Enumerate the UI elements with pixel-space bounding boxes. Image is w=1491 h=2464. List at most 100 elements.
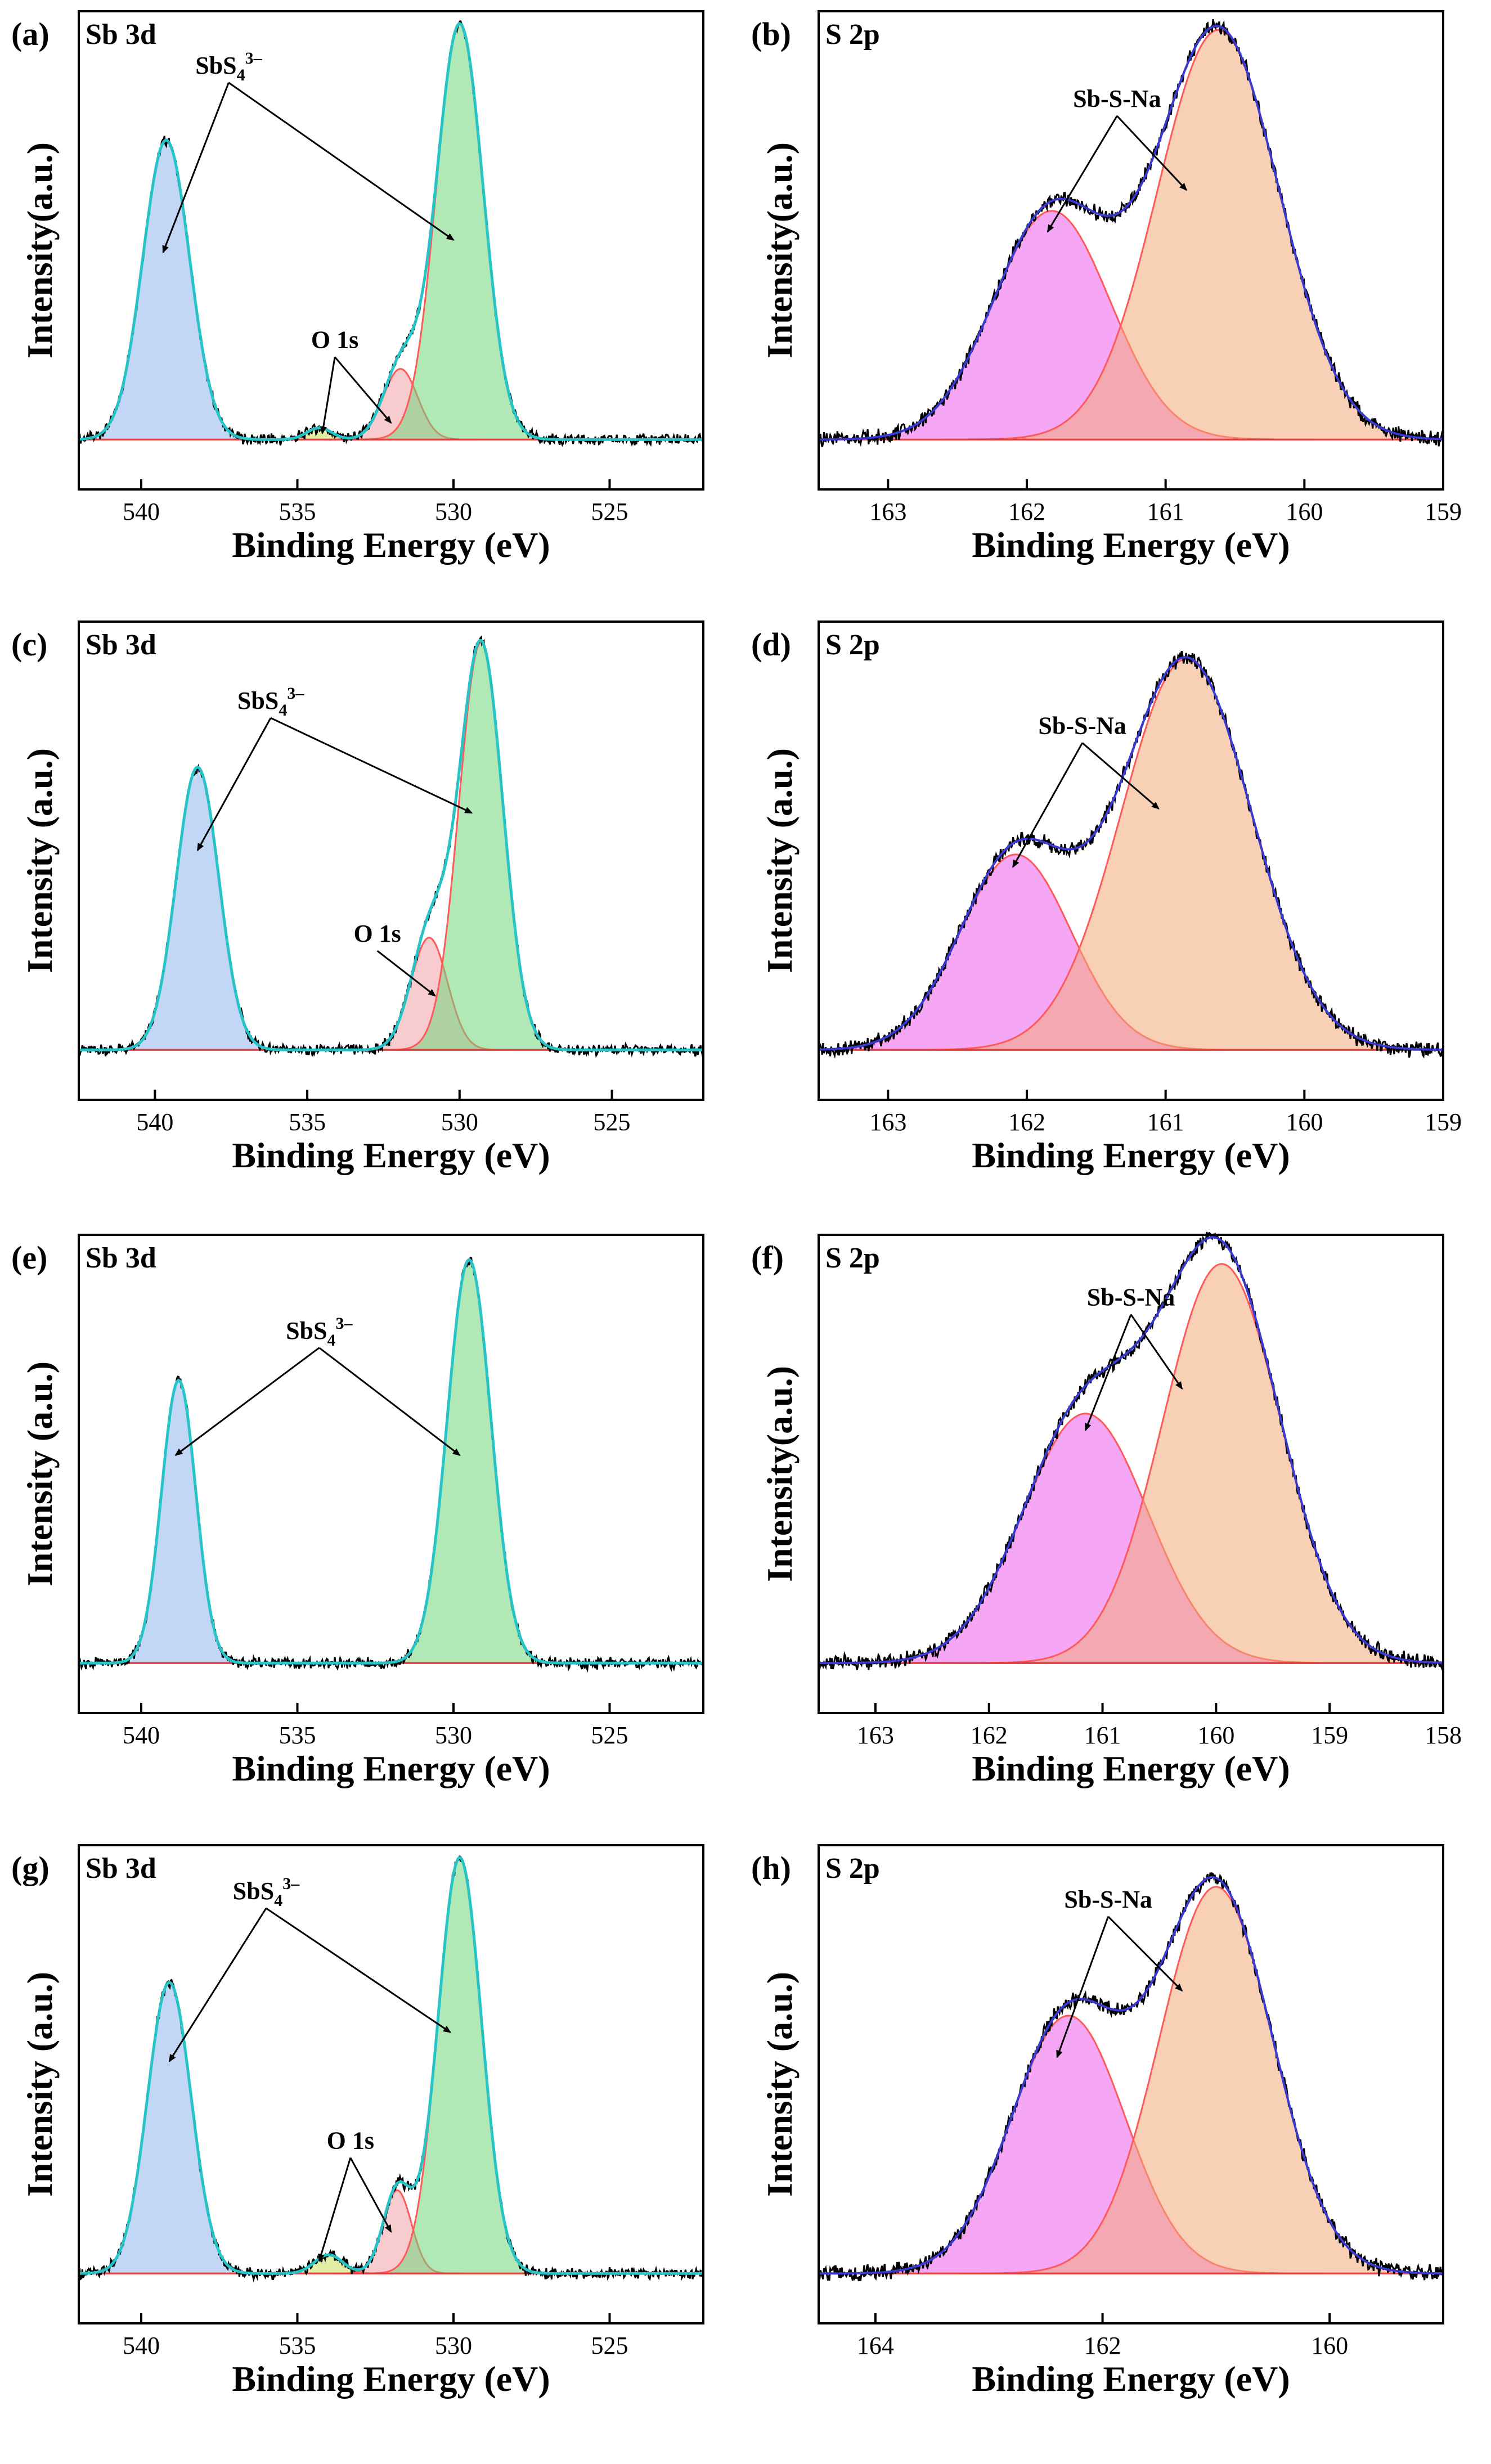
annotation-arrow — [196, 717, 272, 852]
x-axis-title: Binding Energy (eV) — [972, 2359, 1290, 2399]
annotation-text: Sb-S-Na — [1087, 1284, 1175, 1311]
annotation-label: SbS43– — [195, 49, 262, 84]
annotation-label: Sb-S-Na — [1064, 1886, 1152, 1913]
annotation-superscript: 3– — [282, 1874, 300, 1893]
annotation-arrow — [1084, 1314, 1132, 1432]
annotation-arrow — [162, 82, 230, 254]
annotation-subscript: 4 — [274, 1891, 282, 1910]
x-tick-label: 540 — [123, 2332, 160, 2359]
chart-panel-c: 540 535 530 525 Binding Energy (eV) Intensity… — [11, 621, 704, 1175]
annotation-text: O 1s — [327, 2127, 374, 2155]
x-tick-label: 530 — [435, 498, 472, 525]
annotation-arrow — [1081, 742, 1160, 810]
plot-frame — [818, 1844, 1444, 2324]
chart-panel-d: 163 162 161 160 159 Binding Energy (eV) Intens… — [751, 621, 1462, 1175]
peak-component-3 — [354, 23, 565, 440]
panel-label: (e) — [11, 1239, 47, 1276]
annotation-text: SbS — [286, 1317, 327, 1345]
fitted-envelope-line — [79, 639, 703, 1051]
core-level-label: S 2p — [825, 1242, 880, 1274]
annotation-arrow — [320, 357, 336, 435]
core-level-label: Sb 3d — [86, 1242, 156, 1274]
fitted-envelope-line — [819, 1876, 1443, 2275]
annotation-text: SbS — [237, 687, 279, 714]
plot-frame — [818, 10, 1444, 491]
y-axis-title: Intensity (a.u.) — [760, 748, 800, 973]
annotation-arrow — [174, 1347, 320, 1456]
fitted-envelope-line — [78, 22, 703, 441]
annotation-text: SbS — [233, 1877, 274, 1905]
annotation-subscript: 4 — [237, 66, 245, 84]
fitted-envelope-line — [819, 1236, 1444, 1665]
x-tick-label: 535 — [279, 2332, 316, 2359]
peak-component-1 — [370, 1258, 568, 1664]
annotation-arrow — [266, 1907, 452, 2033]
x-tick-label: 540 — [123, 1721, 160, 1749]
fitted-envelope-line — [818, 656, 1443, 1051]
x-tick-label: 158 — [1425, 1721, 1462, 1749]
annotation-arrow — [270, 717, 473, 814]
annotation-label: O 1s — [327, 2127, 374, 2155]
x-axis-title: Binding Energy (eV) — [232, 2359, 550, 2399]
panel-label: (h) — [751, 1850, 791, 1886]
annotation-arrow — [168, 1908, 267, 2063]
x-axis-title: Binding Energy (eV) — [232, 1135, 550, 1175]
x-tick-label: 525 — [591, 1721, 628, 1749]
y-axis-title: Intensity (a.u.) — [760, 1972, 800, 2197]
chart-panel-g: 540 535 530 525 Binding Energy (eV) Intensity… — [11, 1844, 704, 2399]
x-tick-label: 540 — [123, 498, 160, 525]
annotation-arrow — [1107, 1916, 1183, 1992]
peak-component-0 — [78, 139, 272, 440]
x-tick-label: 159 — [1311, 1721, 1348, 1749]
x-axis-title: Binding Energy (eV) — [972, 1748, 1290, 1788]
annotation-subscript: 4 — [327, 1331, 336, 1350]
annotation-arrow — [318, 2157, 352, 2263]
x-tick-label: 535 — [279, 498, 316, 525]
annotation-label: Sb-S-Na — [1073, 85, 1161, 113]
x-axis-title: Binding Energy (eV) — [972, 1135, 1290, 1175]
panel-label: (g) — [11, 1850, 50, 1886]
y-axis-title: Intensity(a.u.) — [760, 1366, 800, 1582]
annotation-label: O 1s — [353, 920, 401, 947]
plot-frame — [78, 1844, 704, 2324]
annotation-arrow — [349, 2157, 392, 2233]
panel-label: (b) — [751, 16, 791, 52]
annotation-arrow — [318, 1347, 461, 1456]
y-axis-title: Intensity(a.u.) — [760, 142, 800, 358]
core-level-label: Sb 3d — [86, 629, 156, 661]
x-tick-label: 525 — [591, 2332, 628, 2359]
annotation-label: Sb-S-Na — [1038, 712, 1126, 740]
annotation-label: SbS43– — [286, 1314, 353, 1350]
x-tick-label: 160 — [1197, 1721, 1234, 1749]
annotation-arrow — [1116, 115, 1188, 191]
x-tick-label: 163 — [857, 1721, 894, 1749]
annotation-arrow — [1130, 1314, 1183, 1390]
x-tick-label: 162 — [971, 1721, 1008, 1749]
x-tick-label: 162 — [1084, 2332, 1121, 2359]
plot-frame — [78, 621, 704, 1101]
x-tick-label: 159 — [1425, 498, 1462, 525]
panel-label: (d) — [751, 626, 791, 663]
annotation-label: SbS43– — [233, 1874, 300, 1910]
raw-spectrum-line — [818, 19, 1444, 447]
x-tick-label: 530 — [435, 2332, 472, 2359]
x-tick-label: 164 — [857, 2332, 894, 2359]
chart-panel-h: 164 162 160 Binding Energy (eV) Intensity (a… — [751, 1844, 1444, 2399]
x-axis-title: Binding Energy (eV) — [232, 1748, 550, 1788]
y-axis-title: Intensity (a.u.) — [20, 1972, 60, 2197]
annotation-superscript: 3– — [336, 1314, 353, 1333]
x-tick-label: 162 — [1008, 1108, 1045, 1136]
x-tick-label: 535 — [279, 1721, 316, 1749]
annotation-arrow — [1047, 115, 1118, 233]
core-level-label: Sb 3d — [86, 1853, 156, 1885]
y-axis-title: Intensity (a.u.) — [20, 1361, 60, 1586]
core-level-label: S 2p — [825, 629, 880, 661]
x-tick-label: 159 — [1425, 1108, 1462, 1136]
annotation-arrow — [228, 82, 455, 241]
x-tick-label: 525 — [594, 1108, 631, 1136]
peak-component-0 — [101, 766, 294, 1051]
y-axis-title: Intensity (a.u.) — [20, 748, 60, 973]
annotation-text: Sb-S-Na — [1073, 85, 1161, 113]
x-tick-label: 540 — [136, 1108, 173, 1136]
